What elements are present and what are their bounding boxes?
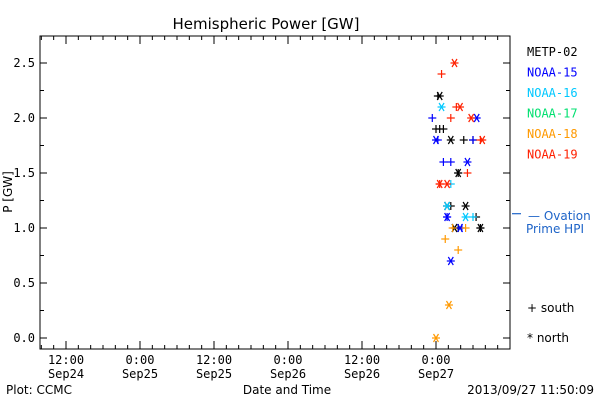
x-tick-label-time: 0:00	[126, 353, 155, 367]
north-point	[432, 333, 440, 343]
north-point	[444, 300, 453, 310]
plot-frame	[39, 35, 511, 350]
ovation-label-2: Prime HPI	[526, 222, 584, 236]
y-tick-label: 0.0	[13, 331, 35, 345]
x-tick-label-time: 12:00	[344, 353, 380, 367]
south-point	[459, 136, 468, 144]
north-point	[454, 168, 463, 178]
ovation-indicator: — Ovation Prime HPI	[512, 209, 591, 236]
x-tick-label-time: 12:00	[48, 353, 84, 367]
north-point	[476, 223, 485, 233]
y-tick-label: 2.5	[13, 56, 35, 70]
x-tick-label-date: Sep26	[344, 367, 380, 381]
south-point	[446, 114, 455, 122]
south-point	[437, 70, 446, 78]
x-tick-label-date: Sep26	[270, 367, 306, 381]
x-tick-label-time: 12:00	[196, 353, 232, 367]
x-tick-label-date: Sep25	[122, 367, 158, 381]
footer-timestamp: 2013/09/27 11:50:09	[467, 383, 594, 397]
north-point	[446, 135, 455, 145]
north-point	[478, 135, 487, 145]
y-axis-ticks: 0.0 0.5 1.0 1.5 2.0 2.5	[13, 56, 510, 345]
south-point	[446, 158, 455, 166]
north-point	[463, 157, 472, 167]
legend-item-noaa-16: NOAA-16	[527, 86, 578, 100]
y-tick-label: 1.0	[13, 221, 35, 235]
north-point	[456, 102, 465, 112]
north-point	[443, 179, 452, 189]
legend-south-symbol: + south	[527, 301, 574, 315]
south-point	[439, 125, 448, 133]
y-axis-label: P [GW]	[1, 171, 15, 213]
legend-north-symbol: * north	[527, 331, 569, 345]
north-point	[437, 102, 446, 112]
south-point	[439, 158, 448, 166]
north-point	[432, 135, 440, 145]
x-tick-label-date: Sep27	[418, 367, 454, 381]
north-point	[467, 113, 476, 123]
north-point	[450, 58, 459, 68]
north-point	[461, 201, 470, 211]
y-tick-label: 1.5	[13, 166, 35, 180]
legend-item-noaa-15: NOAA-15	[527, 66, 578, 80]
x-axis-ticks: 12:00Sep240:00Sep2512:00Sep250:00Sep2612…	[40, 36, 499, 381]
south-point	[428, 114, 437, 122]
chart-title: Hemispheric Power [GW]	[173, 15, 360, 33]
south-point	[454, 246, 463, 254]
x-tick-label-date: Sep25	[196, 367, 232, 381]
north-point	[443, 201, 452, 211]
ovation-label-1: — Ovation	[528, 209, 591, 223]
y-tick-label: 0.5	[13, 276, 35, 290]
south-point	[463, 169, 472, 177]
x-tick-label-time: 0:00	[422, 353, 451, 367]
legend-item-noaa-18: NOAA-18	[527, 127, 578, 141]
x-tick-label-date: Sep24	[48, 367, 84, 381]
north-point	[446, 256, 455, 266]
south-point	[469, 136, 477, 144]
y-tick-label: 2.0	[13, 111, 35, 125]
data-points	[428, 58, 487, 343]
legend-item-noaa-17: NOAA-17	[527, 107, 578, 121]
north-point	[443, 212, 452, 222]
legend: METP-02 NOAA-15 NOAA-16 NOAA-17 NOAA-18 NOAA-…	[527, 45, 578, 162]
south-point	[469, 213, 477, 221]
south-point	[441, 235, 450, 243]
legend-item-noaa-19: NOAA-19	[527, 148, 578, 162]
x-tick-label-time: 0:00	[274, 353, 303, 367]
south-point	[448, 224, 457, 232]
north-point	[435, 91, 444, 101]
legend-item-metp-02: METP-02	[527, 45, 578, 59]
north-point	[461, 212, 470, 222]
north-point	[435, 179, 444, 189]
south-point	[461, 224, 470, 232]
footer-plot-credit: Plot: CCMC	[6, 383, 72, 397]
x-axis-label: Date and Time	[243, 383, 331, 397]
